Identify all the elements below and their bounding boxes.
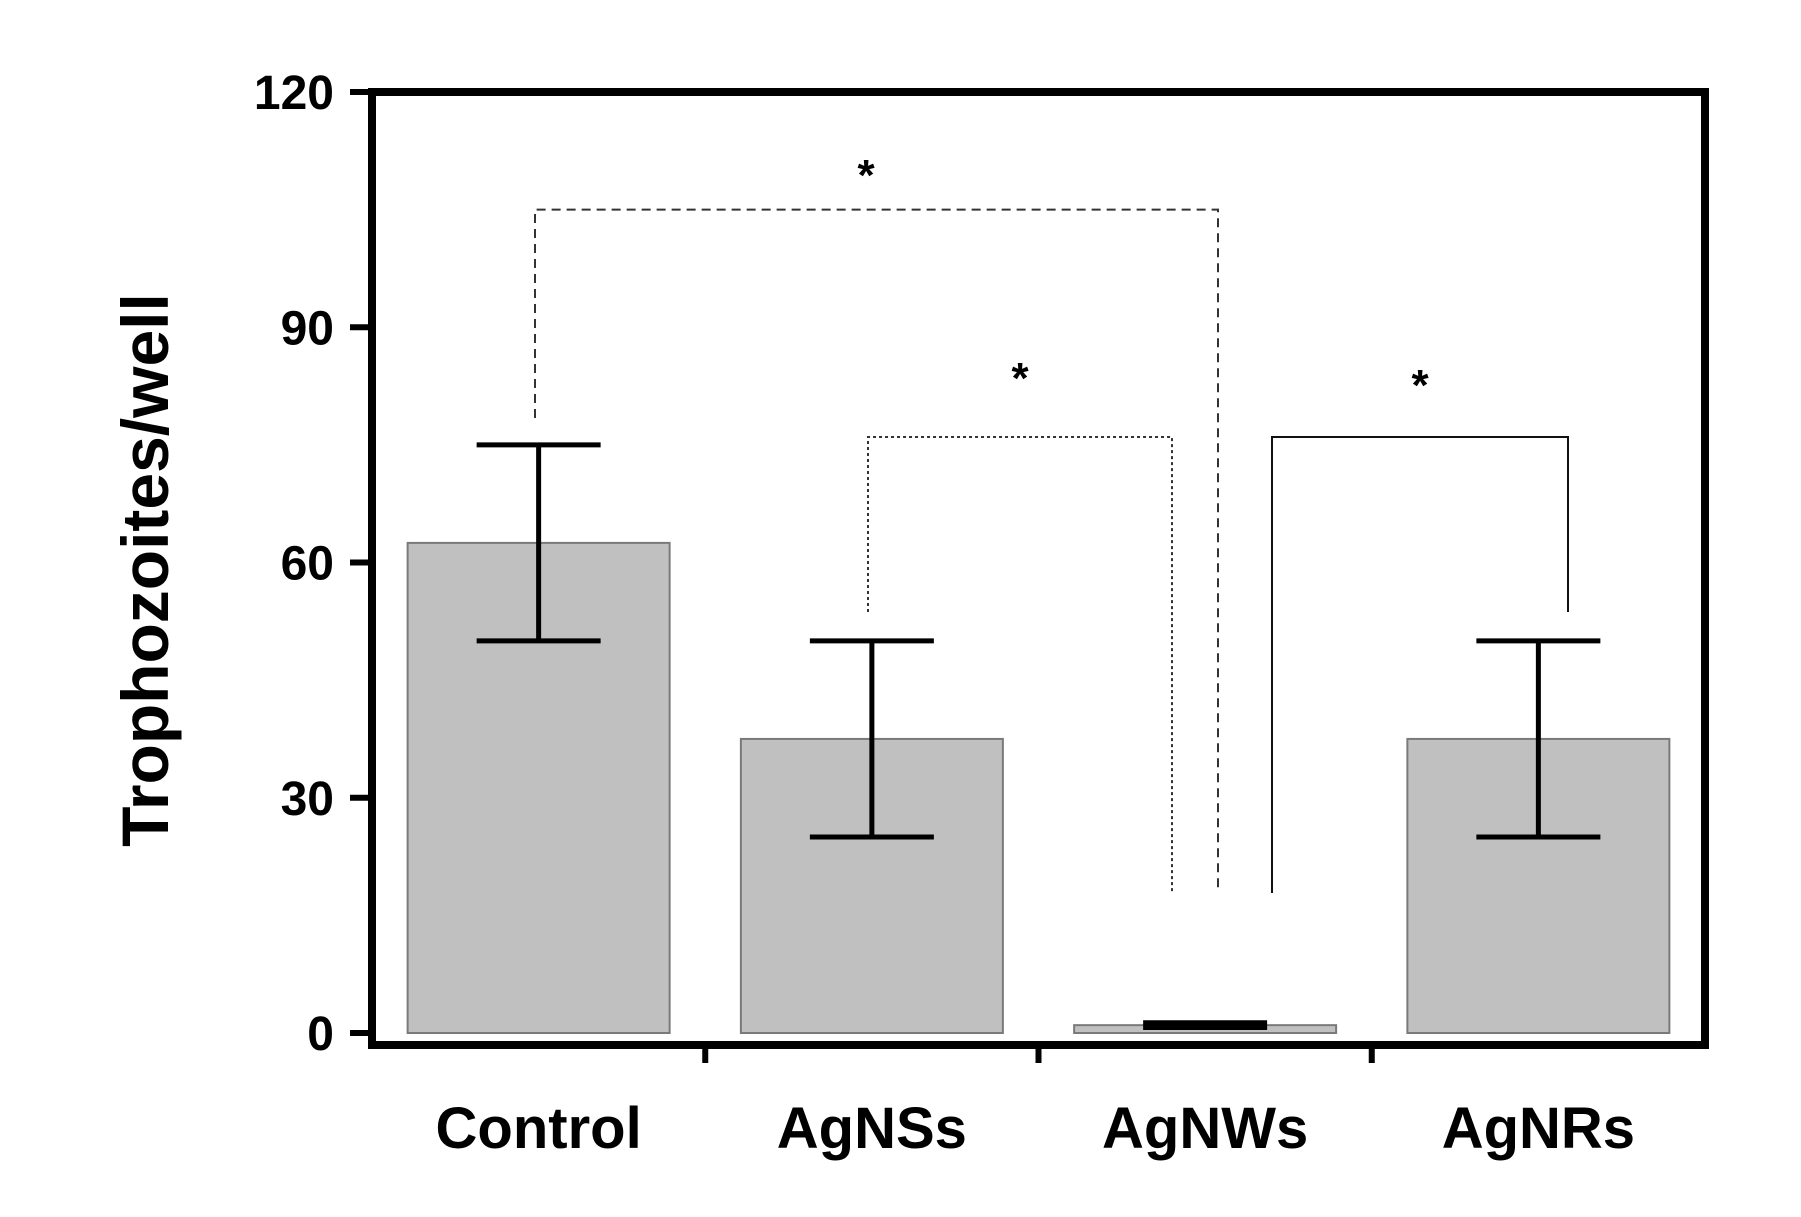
y-axis: 0 30 60 90 120: [254, 67, 372, 1061]
y-tick-label: 0: [307, 1008, 334, 1061]
y-axis-title: Trophozoites/well: [108, 293, 182, 847]
significance-star: *: [857, 151, 875, 200]
significance-brackets: * * *: [534, 151, 1569, 893]
significance-bracket-agnss-agnws: [867, 436, 1173, 893]
significance-star: *: [1411, 361, 1429, 410]
y-tick-label: 30: [281, 773, 334, 826]
x-tick-label-control: Control: [436, 1096, 642, 1161]
significance-bracket-agnws-agnrs: [1271, 436, 1569, 893]
error-bars: [476, 442, 1601, 1031]
x-tick-label-agnss: AgNSs: [777, 1096, 967, 1161]
x-tick-label-agnrs: AgNRs: [1442, 1096, 1635, 1161]
x-tick-label-agnws: AgNWs: [1102, 1096, 1308, 1161]
bars: [406, 541, 1671, 1034]
y-tick-label: 90: [281, 302, 334, 355]
y-tick-label: 60: [281, 538, 334, 591]
x-axis: Control AgNSs AgNWs AgNRs: [436, 1045, 1635, 1161]
significance-star: *: [1011, 354, 1029, 403]
y-tick-label: 120: [254, 67, 334, 120]
significance-bracket-control-agnws: [534, 208, 1219, 893]
